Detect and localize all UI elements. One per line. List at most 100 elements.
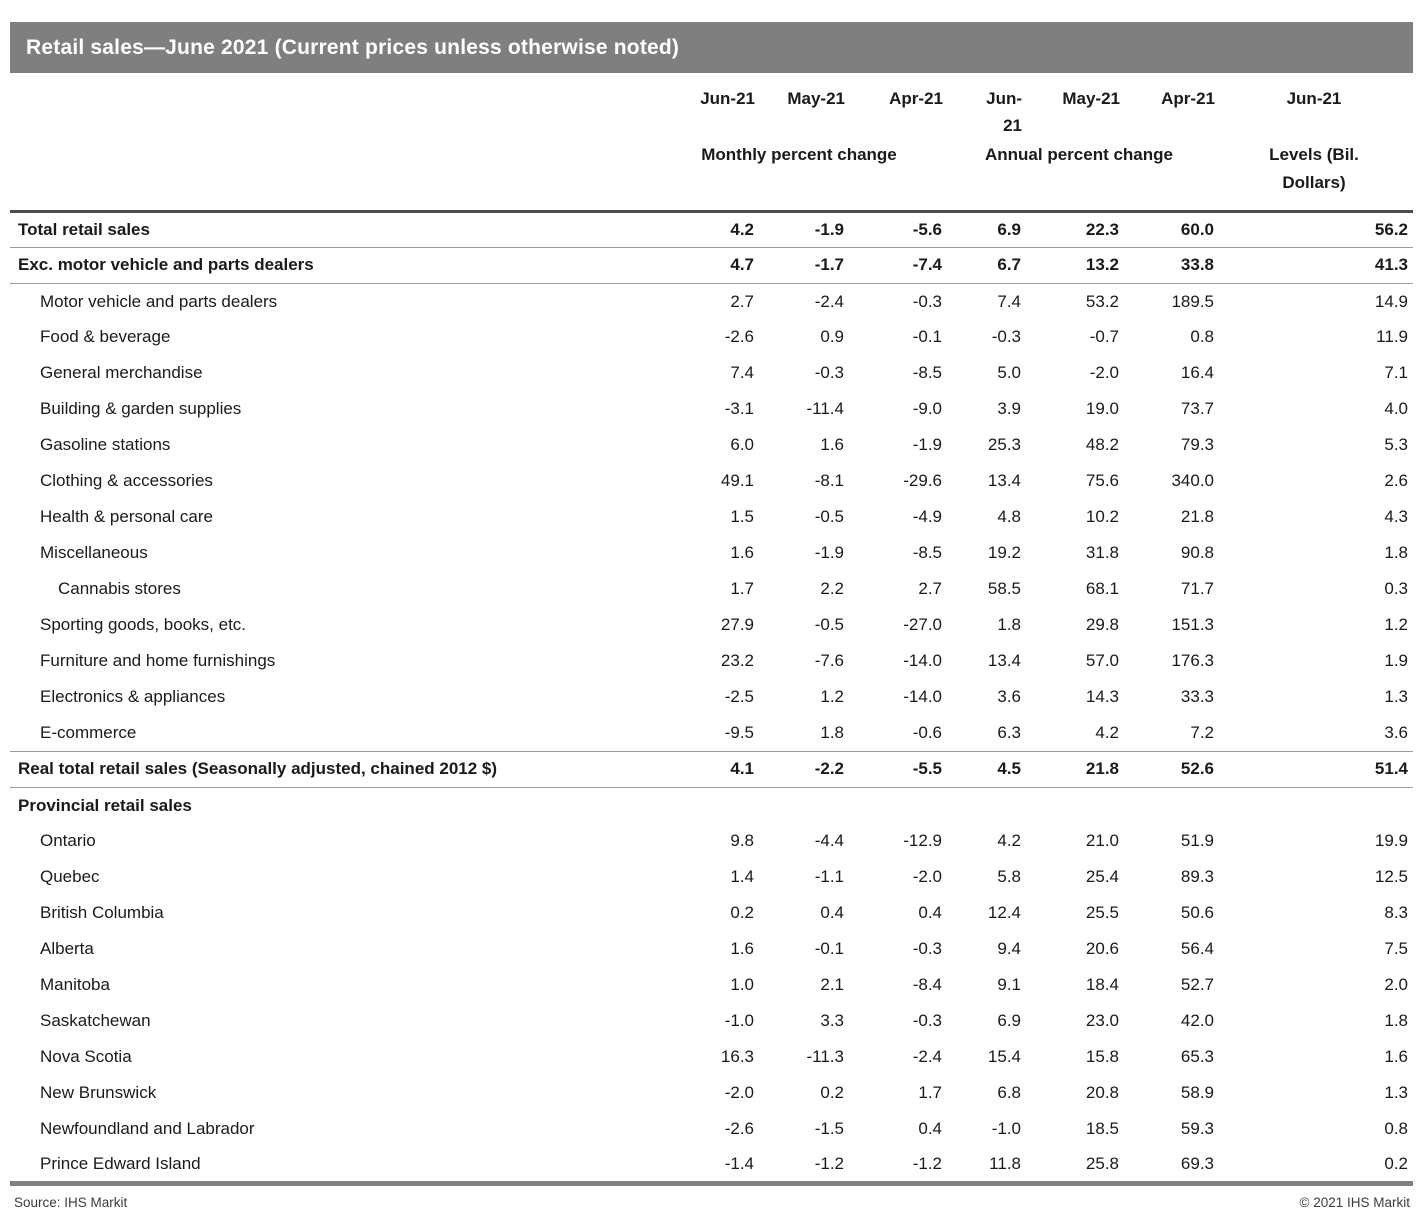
row-label: Exc. motor vehicle and parts dealers xyxy=(10,247,655,284)
table-row: Total retail sales 4.2 -1.9 -5.6 6.9 22.3 60.0… xyxy=(10,211,1413,248)
cell-value: -0.3 xyxy=(814,363,844,383)
cell-value: 1.5 xyxy=(730,507,754,527)
cell-value: -2.0 xyxy=(912,867,942,887)
cell-value: 23.2 xyxy=(720,651,754,671)
cell-value: 1.8 xyxy=(755,715,845,752)
row-label: Sporting goods, books, etc. xyxy=(40,615,247,635)
cell-value: 1.8 xyxy=(1384,543,1408,563)
cell-value: 22.3 xyxy=(1022,211,1120,248)
cell-value: 51.9 xyxy=(1180,831,1214,851)
cell-value: -0.3 xyxy=(912,939,942,959)
cell-value: 8.3 xyxy=(1384,903,1408,923)
empty-header-cell xyxy=(10,139,655,213)
cell-value: 6.9 xyxy=(997,1011,1021,1031)
cell-value: -11.4 xyxy=(806,399,845,419)
cell-value: -2.6 xyxy=(724,327,754,347)
row-label: Clothing & accessories xyxy=(40,471,213,491)
cell-value: 3.6 xyxy=(997,687,1021,707)
row-label: Newfoundland and Labrador xyxy=(40,1119,255,1139)
cell-value: 6.8 xyxy=(997,1083,1021,1103)
cell-value: -0.6 xyxy=(845,715,943,752)
table-row: Prince Edward Island -1.4 -1.2 -1.2 11.8 25.8… xyxy=(10,1147,1413,1183)
table-row: Miscellaneous 1.6 -1.9 -8.5 19.2 31.8 90.8 1.8 xyxy=(10,535,1413,571)
cell-value: 1.3 xyxy=(1384,1083,1408,1103)
month-header-may21-annual: May-21 xyxy=(1062,89,1120,108)
cell-value: -29.6 xyxy=(903,471,942,491)
cell-value: -2.5 xyxy=(724,687,754,707)
cell-value: 21.0 xyxy=(1085,831,1119,851)
cell-value: 18.4 xyxy=(1085,975,1119,995)
cell-value: -1.2 xyxy=(912,1154,942,1173)
cell-value: 6.0 xyxy=(730,435,754,455)
cell-value: 4.3 xyxy=(1384,507,1408,527)
cell-value: 12.4 xyxy=(987,903,1021,923)
cell-value: 56.4 xyxy=(1180,939,1214,959)
source-text: Source: IHS Markit xyxy=(14,1194,128,1210)
table-row: Provincial retail sales xyxy=(10,787,1413,823)
cell-value: -2.4 xyxy=(912,1047,942,1067)
group-header-levels: Levels (Bil. Dollars) xyxy=(1215,139,1413,213)
cell-value: -2.0 xyxy=(724,1083,754,1103)
cell-value xyxy=(943,787,1022,823)
row-label: British Columbia xyxy=(40,903,164,923)
cell-value: 0.8 xyxy=(1384,1119,1408,1139)
cell-value: 15.4 xyxy=(987,1047,1021,1067)
table-body: Total retail sales 4.2 -1.9 -5.6 6.9 22.3 60.0… xyxy=(10,211,1413,1183)
cell-value: 1.2 xyxy=(820,687,844,707)
cell-value: 52.7 xyxy=(1180,975,1214,995)
cell-value: 3.6 xyxy=(1215,715,1413,752)
cell-value: 1.9 xyxy=(1384,651,1408,671)
cell-value: -14.0 xyxy=(903,687,942,707)
cell-value: -5.5 xyxy=(845,751,943,788)
table-row: General merchandise 7.4 -0.3 -8.5 5.0 -2.0 16.… xyxy=(10,355,1413,391)
cell-value: 33.8 xyxy=(1120,247,1215,284)
cell-value: 2.0 xyxy=(1384,975,1408,995)
cell-value: 58.5 xyxy=(987,579,1021,599)
cell-value: 9.4 xyxy=(997,939,1021,959)
cell-value: 7.1 xyxy=(1384,363,1408,383)
cell-value: -1.0 xyxy=(991,1119,1021,1139)
cell-value: 59.3 xyxy=(1180,1119,1214,1139)
cell-value: 69.3 xyxy=(1180,1154,1214,1173)
cell-value: 2.7 xyxy=(918,579,942,599)
cell-value: -1.7 xyxy=(755,247,845,284)
table-row: Motor vehicle and parts dealers 2.7 -2.4 -0… xyxy=(10,283,1413,319)
table-title-bar: Retail sales—June 2021 (Current prices u… xyxy=(10,22,1413,73)
row-label: Nova Scotia xyxy=(40,1047,132,1067)
row-label: Manitoba xyxy=(40,975,110,995)
cell-value: 75.6 xyxy=(1085,471,1119,491)
table-row: British Columbia 0.2 0.4 0.4 12.4 25.5 50.6 8.3 xyxy=(10,895,1413,931)
cell-value: 1.7 xyxy=(730,579,754,599)
cell-value: 0.2 xyxy=(1384,1154,1408,1173)
cell-value: 14.9 xyxy=(1374,291,1408,311)
table-row: Cannabis stores 1.7 2.2 2.7 58.5 68.1 71.7 0.3 xyxy=(10,571,1413,607)
cell-value: -1.9 xyxy=(755,211,845,248)
cell-value: 50.6 xyxy=(1180,903,1214,923)
cell-value: 51.4 xyxy=(1215,751,1413,788)
cell-value: 0.9 xyxy=(820,327,844,347)
cell-value: -9.5 xyxy=(655,715,755,752)
table-row: Electronics & appliances -2.5 1.2 -14.0 3.6 1… xyxy=(10,679,1413,715)
cell-value: -7.6 xyxy=(814,651,844,671)
cell-value: -2.4 xyxy=(814,291,844,311)
cell-value: 7.4 xyxy=(997,291,1021,311)
cell-value: 2.7 xyxy=(730,291,754,311)
cell-value: -8.1 xyxy=(814,471,844,491)
cell-value: 52.6 xyxy=(1120,751,1215,788)
cell-value: -0.5 xyxy=(814,507,844,527)
cell-value: 0.2 xyxy=(820,1083,844,1103)
cell-value: 4.0 xyxy=(1384,399,1408,419)
cell-value: 57.0 xyxy=(1085,651,1119,671)
cell-value: 65.3 xyxy=(1180,1047,1214,1067)
row-label: Provincial retail sales xyxy=(18,795,192,815)
cell-value: -1.0 xyxy=(724,1011,754,1031)
cell-value: 1.8 xyxy=(997,615,1021,635)
table-row: Manitoba 1.0 2.1 -8.4 9.1 18.4 52.7 2.0 xyxy=(10,967,1413,1003)
cell-value: 6.3 xyxy=(943,715,1022,752)
table-row: Ontario 9.8 -4.4 -12.9 4.2 21.0 51.9 19.9 xyxy=(10,823,1413,859)
cell-value: -1.1 xyxy=(814,867,844,887)
month-header-jun21-levels: Jun-21 xyxy=(1286,89,1342,108)
cell-value xyxy=(845,787,943,823)
cell-value: 5.8 xyxy=(997,867,1021,887)
